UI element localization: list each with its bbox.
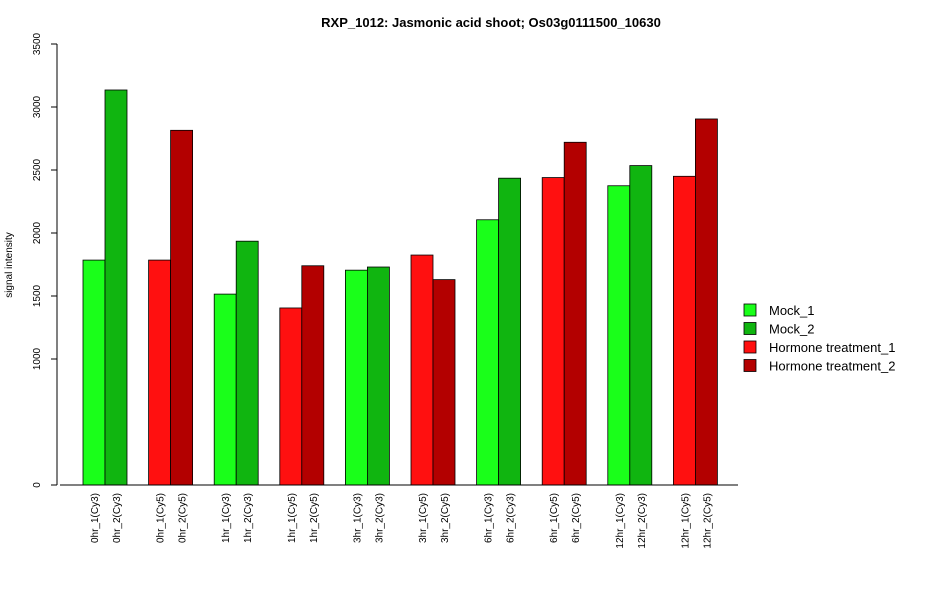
x-tick-label: 0hr_2(Cy5) (178, 493, 189, 543)
x-tick-label: 0hr_2(Cy3) (112, 493, 123, 543)
x-tick-label: 3hr_1(Cy5) (418, 493, 429, 543)
y-tick-label: 2500 (32, 158, 43, 181)
bar (301, 265, 325, 486)
legend-label: Mock_2 (769, 322, 815, 337)
bar (82, 259, 106, 486)
x-tick-label: 12hr_1(Cy3) (615, 493, 626, 549)
x-tick-label: 12hr_1(Cy5) (680, 493, 691, 549)
bar (170, 129, 194, 486)
x-tick-label: 3hr_1(Cy3) (352, 493, 363, 543)
bar (432, 279, 456, 486)
x-tick-label: 6hr_2(Cy3) (506, 493, 517, 543)
y-tick-label: 1500 (32, 284, 43, 307)
bar (344, 269, 368, 486)
bar (607, 185, 631, 486)
legend-swatch (743, 322, 757, 335)
y-tick-label: 3000 (32, 95, 43, 118)
bar (410, 254, 434, 486)
legend-swatch (743, 359, 757, 372)
y-axis-label: signal intensity (4, 232, 15, 298)
bar (629, 165, 653, 486)
y-tick-label: 0 (32, 482, 43, 488)
bar (213, 293, 237, 486)
x-tick-label: 1hr_2(Cy5) (309, 493, 320, 543)
x-tick-label: 3hr_2(Cy5) (440, 493, 451, 543)
x-tick-label: 6hr_1(Cy3) (484, 493, 495, 543)
x-tick-label: 6hr_1(Cy5) (549, 493, 560, 543)
bar (279, 307, 303, 486)
x-tick-label: 1hr_1(Cy5) (287, 493, 298, 543)
x-tick-label: 0hr_1(Cy5) (156, 493, 167, 543)
y-tick-label: 3500 (32, 32, 43, 55)
y-tick-label: 1000 (32, 347, 43, 370)
chart-title: RXP_1012: Jasmonic acid shoot; Os03g0111… (321, 15, 661, 30)
x-tick-label: 3hr_2(Cy3) (374, 493, 385, 543)
x-tick-label: 0hr_1(Cy3) (90, 493, 101, 543)
legend-swatch (743, 303, 757, 317)
bar (476, 219, 500, 486)
x-tick-label: 12hr_2(Cy5) (702, 493, 713, 549)
legend-label: Hormone treatment_2 (769, 359, 895, 374)
bar (235, 240, 259, 486)
x-tick-label: 6hr_2(Cy5) (571, 493, 582, 543)
bar (563, 141, 587, 486)
bar (695, 118, 718, 486)
y-tick-label: 2000 (32, 221, 43, 244)
x-tick-label: 1hr_2(Cy3) (243, 493, 254, 543)
bar (148, 259, 172, 486)
bar (541, 177, 565, 486)
y-axis: 0 1000 1500 2000 2500 3000 3500 (32, 32, 58, 488)
x-tick-labels: 0hr_1(Cy3) 0hr_2(Cy3) 0hr_1(Cy5) 0hr_2(Cy5)… (90, 493, 713, 549)
bar (104, 89, 128, 486)
legend-label: Mock_1 (769, 303, 815, 318)
x-tick-label: 1hr_1(Cy3) (221, 493, 232, 543)
bars-layer (82, 89, 718, 486)
legend: Mock_1 Mock_2 Hormone treatment_1 Hormone t… (743, 303, 895, 374)
bar (673, 175, 696, 486)
legend-swatch (743, 340, 757, 354)
bar (498, 177, 522, 486)
bar (366, 266, 390, 486)
x-tick-label: 12hr_2(Cy3) (637, 493, 648, 549)
legend-label: Hormone treatment_1 (769, 340, 895, 355)
